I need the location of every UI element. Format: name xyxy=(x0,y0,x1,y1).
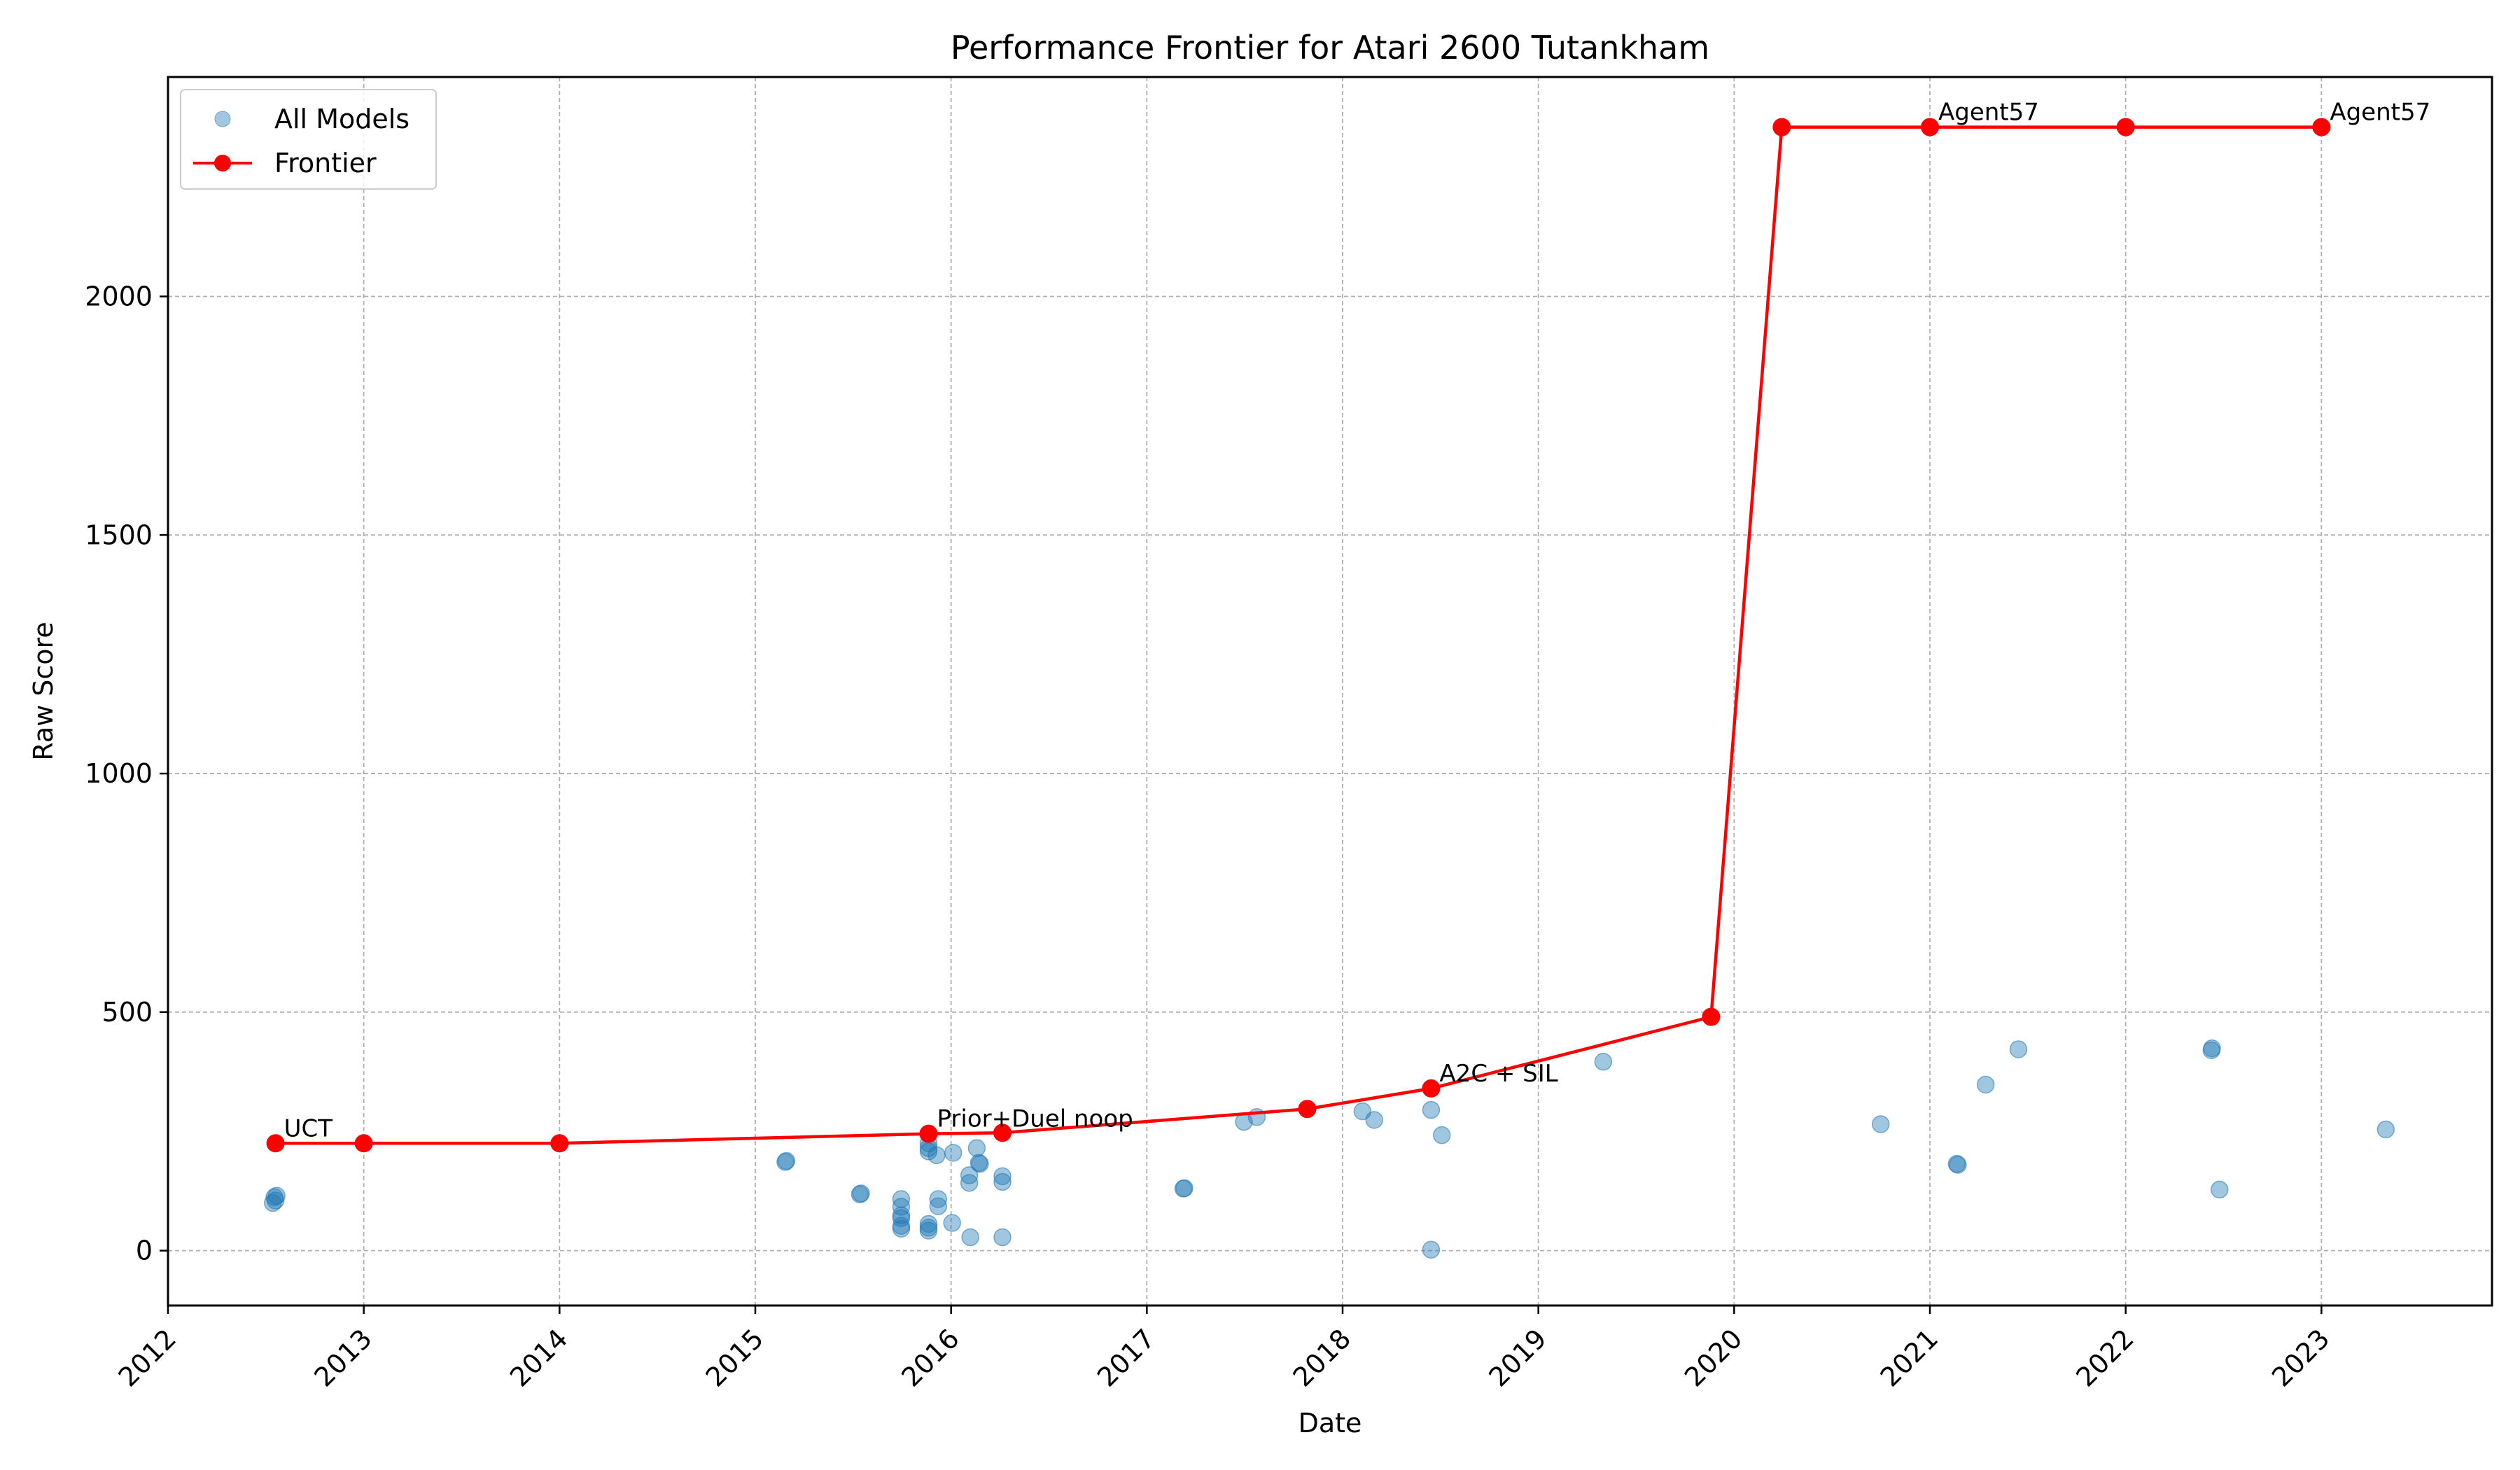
scatter-point xyxy=(1976,1075,1995,1094)
point-annotation: UCT xyxy=(284,1114,333,1142)
scatter-point xyxy=(850,1185,869,1203)
legend-label-all-models: All Models xyxy=(274,104,410,134)
scatter-point xyxy=(2211,1180,2229,1199)
scatter-point xyxy=(892,1190,911,1208)
point-annotation: Prior+Duel noop xyxy=(937,1105,1133,1133)
frontier-point xyxy=(354,1134,373,1153)
frontier-point xyxy=(2116,118,2135,136)
legend-label-frontier: Frontier xyxy=(274,148,377,178)
scatter-point xyxy=(2203,1039,2221,1058)
scatter-point xyxy=(971,1154,989,1173)
grid xyxy=(167,77,2492,1306)
scatter-point xyxy=(892,1209,911,1228)
scatter-point xyxy=(961,1228,979,1247)
frontier-point xyxy=(993,1124,1012,1142)
legend-marker-all-models xyxy=(214,111,231,127)
legend-marker-frontier xyxy=(214,155,231,172)
scatter-point xyxy=(1175,1179,1194,1198)
scatter-point xyxy=(967,1139,986,1157)
scatter-point xyxy=(969,1154,988,1172)
scatter-point xyxy=(1871,1115,1890,1133)
scatter-point xyxy=(929,1190,948,1208)
scatter-point xyxy=(929,1197,948,1215)
scatter-point xyxy=(943,1214,961,1232)
scatter-point xyxy=(927,1146,946,1165)
scatter-point xyxy=(1947,1154,1966,1173)
y-tick-label: 1500 xyxy=(85,519,153,550)
scatter-point xyxy=(892,1219,911,1238)
legend: All Models Frontier xyxy=(180,89,437,190)
y-tick-label: 500 xyxy=(102,997,153,1028)
scatter-point xyxy=(852,1184,870,1203)
scatter-point xyxy=(776,1153,794,1171)
point-annotation: Agent57 xyxy=(2330,99,2430,127)
frontier-point xyxy=(2312,118,2331,136)
scatter-point xyxy=(1594,1052,1613,1071)
frontier-point xyxy=(1772,118,1791,136)
scatter-point xyxy=(2376,1120,2395,1139)
all-models-points xyxy=(264,1039,2395,1259)
frontier-point xyxy=(1298,1100,1317,1119)
scatter-point xyxy=(993,1228,1011,1247)
scatter-point xyxy=(993,1167,1011,1186)
scatter-point xyxy=(2009,1040,2028,1058)
scatter-point xyxy=(919,1222,938,1240)
scatter-point xyxy=(993,1172,1011,1191)
scatter-point xyxy=(777,1152,796,1170)
frontier-point xyxy=(1921,118,1940,136)
frontier-line xyxy=(275,125,2322,1145)
scatter-point xyxy=(267,1186,286,1205)
y-axis-label: Raw Score xyxy=(28,622,59,760)
frontier-series xyxy=(266,118,2331,1153)
point-annotation: A2C + SIL xyxy=(1439,1060,1558,1088)
frontier-point xyxy=(266,1134,285,1153)
annotations: UCT Prior+Duel noop A2C + SIL Agent57 Agent5… xyxy=(284,99,2431,1143)
scatter-point xyxy=(944,1144,962,1162)
frontier-point xyxy=(919,1124,938,1143)
y-tick-label: 2000 xyxy=(85,281,153,312)
scatter-point xyxy=(960,1174,979,1192)
chart-title: Performance Frontier for Atari 2600 Tuta… xyxy=(951,29,1709,66)
frontier-point xyxy=(550,1134,569,1153)
frontier-point xyxy=(1422,1079,1441,1098)
y-tick-label: 0 xyxy=(136,1236,153,1266)
scatter-point xyxy=(1365,1111,1383,1129)
scatter-point xyxy=(960,1166,979,1184)
scatter-point xyxy=(919,1214,938,1233)
point-annotation: Agent57 xyxy=(1938,99,2039,127)
x-axis-label: Date xyxy=(1298,1408,1362,1438)
y-tick-label: 1000 xyxy=(85,758,153,789)
scatter-point xyxy=(1422,1240,1441,1259)
scatter-point xyxy=(1422,1100,1441,1119)
plot-frame xyxy=(167,76,2493,1307)
frontier-point xyxy=(1702,1007,1721,1026)
scatter-point xyxy=(1949,1156,1967,1174)
scatter-point xyxy=(1433,1126,1451,1144)
